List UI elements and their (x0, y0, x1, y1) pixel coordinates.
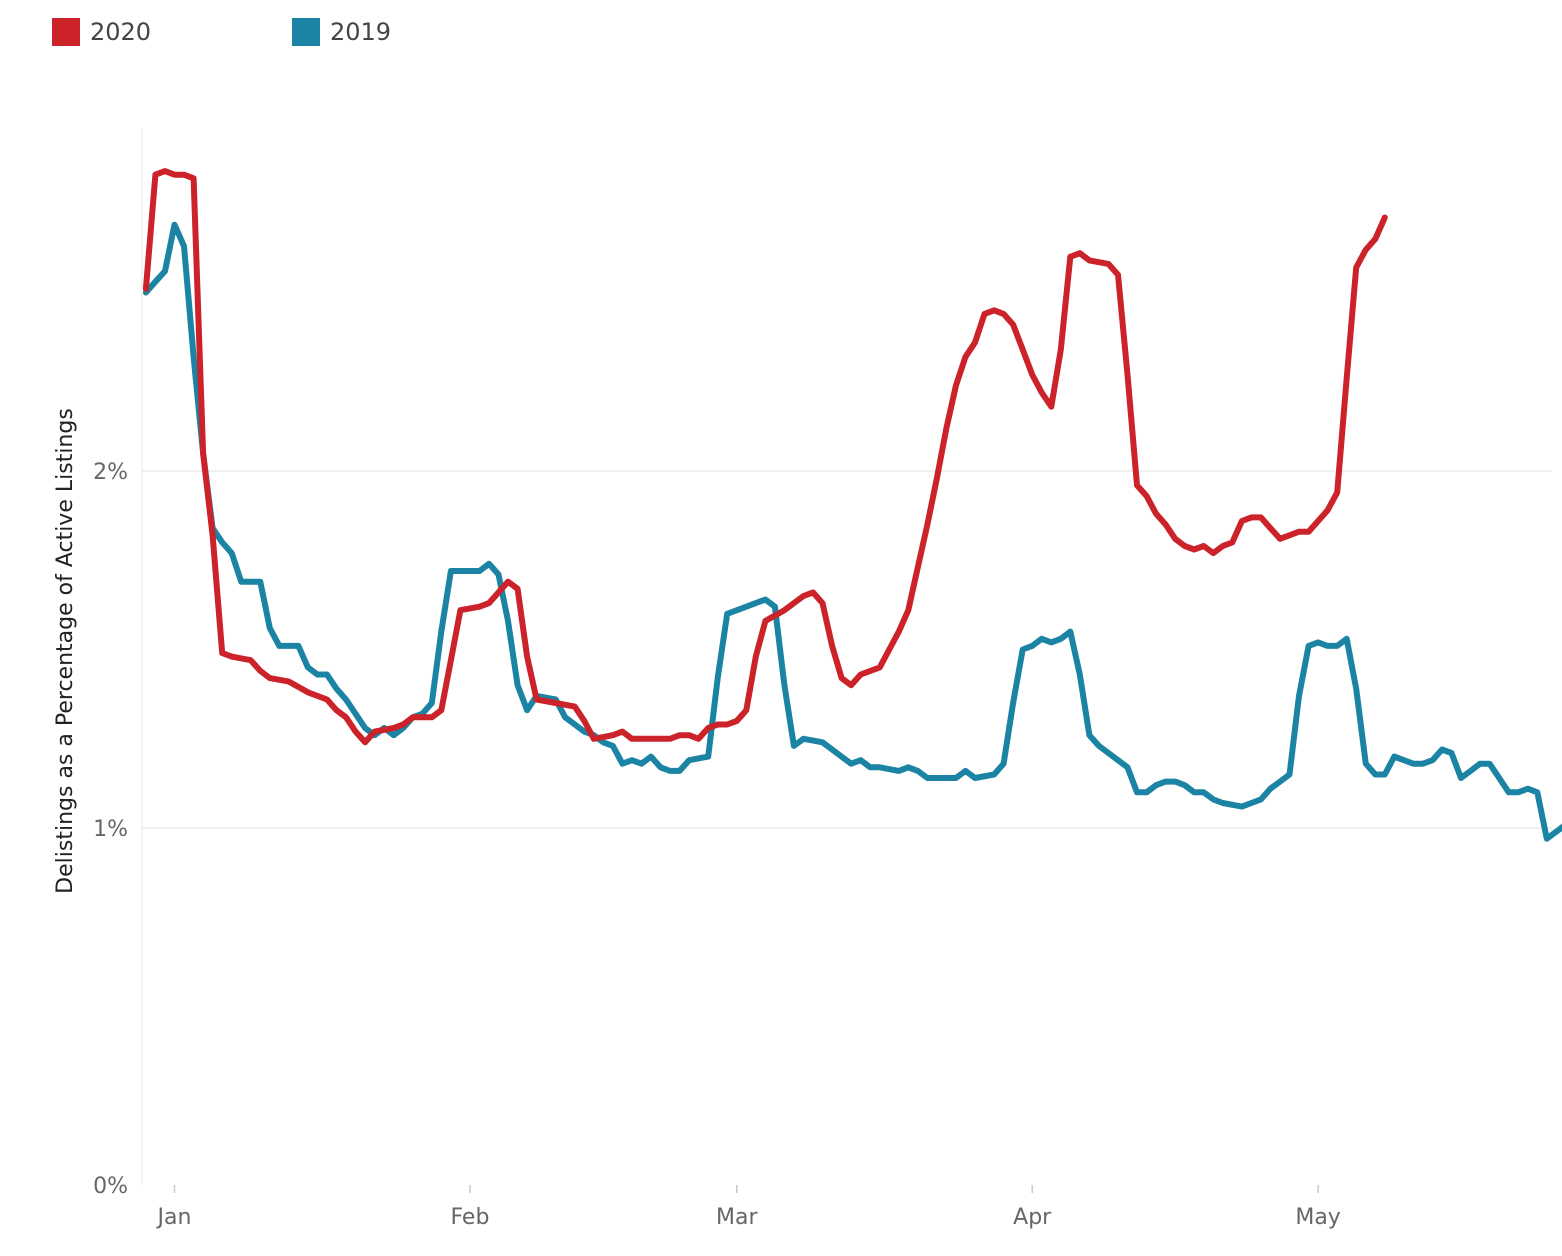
gridlines (142, 470, 1552, 829)
y-tick-labels: 0% 1% 2% (93, 460, 128, 1199)
legend-swatch-2019 (292, 18, 320, 46)
legend-label-2019: 2019 (330, 18, 392, 46)
x-tick-label: Jan (156, 1205, 192, 1230)
y-tick-label: 2% (93, 460, 128, 485)
x-tick-label: Mar (716, 1205, 758, 1230)
series-lines (142, 168, 1562, 842)
x-tick-label: Apr (1013, 1205, 1052, 1230)
legend: 2020 2019 (52, 18, 512, 50)
legend-label-2020: 2020 (90, 18, 152, 46)
y-tick-label: 1% (93, 817, 128, 842)
legend-swatch-2020 (52, 18, 80, 46)
legend-item-2019[interactable]: 2019 (292, 18, 391, 46)
y-tick-label: 0% (93, 1174, 128, 1199)
x-tick-label: May (1295, 1205, 1340, 1230)
x-tick-labels: JanFebMarAprMayJunJulAugSepOctNovDec (156, 1185, 1341, 1230)
series-line-2019[interactable] (142, 221, 1562, 842)
series-line-2020[interactable] (142, 168, 1388, 746)
x-tick-label: Feb (450, 1205, 489, 1230)
y-axis-title: Delistings as a Percentage of Active Lis… (53, 408, 78, 894)
legend-item-2020[interactable]: 2020 (52, 18, 151, 46)
